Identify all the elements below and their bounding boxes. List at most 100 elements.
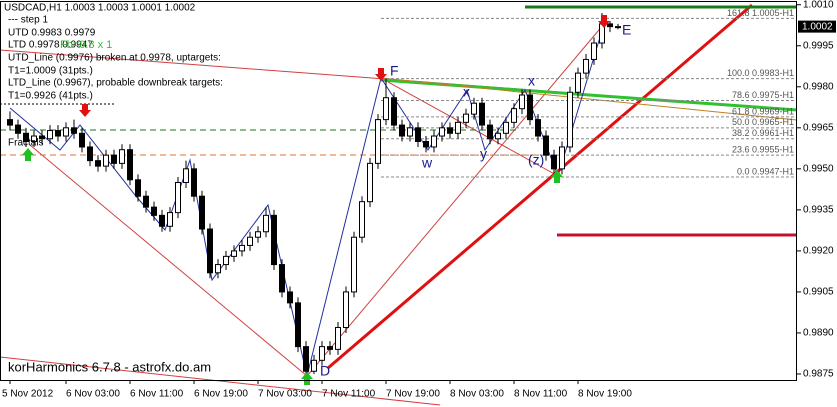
candle-body — [415, 127, 421, 142]
candle-body — [543, 135, 549, 156]
fib-label: 78.6 0.9975-H1 — [732, 90, 794, 100]
pattern-label: F — [390, 63, 399, 79]
candle-body — [583, 58, 589, 74]
candle-body — [399, 124, 405, 137]
candle-body — [55, 130, 61, 137]
candle-body — [551, 154, 557, 170]
candle-body — [239, 244, 245, 252]
candle-body — [31, 135, 37, 142]
candle-body — [471, 102, 477, 115]
x-tick-label: 6 Nov 03:00 — [66, 389, 120, 400]
candle-body — [271, 214, 277, 266]
x-tick-label: 6 Nov 19:00 — [194, 389, 248, 400]
pattern-label: D — [320, 363, 330, 379]
candle-body — [591, 42, 597, 60]
candle-body — [335, 326, 341, 350]
candle-body — [119, 149, 125, 164]
candle-body — [135, 179, 141, 197]
candle-body — [327, 346, 333, 350]
info-line: T1=0.9926 (41pts.) — [8, 91, 93, 102]
footer: korHarmonics 6.7.8 - astrofx.do.am — [8, 359, 211, 374]
overlay-text: Fb=0.8 x 1 — [60, 39, 112, 51]
y-tick-label: 0.9950 — [803, 163, 834, 174]
y-tick-label: 0.9965 — [803, 122, 834, 133]
candle-body — [439, 127, 445, 137]
candle-body — [311, 359, 317, 372]
candle-body — [487, 124, 493, 140]
fib-label: 23.6 0.9955-H1 — [732, 145, 794, 155]
candle-body — [63, 127, 69, 137]
x-tick-label: 8 Nov 11:00 — [514, 389, 568, 400]
last-price-box — [798, 20, 836, 33]
y-tick-label: 1.0010 — [803, 0, 834, 10]
candle-body — [303, 346, 309, 372]
pattern-label: w — [421, 155, 433, 171]
pattern-label: x — [463, 84, 470, 100]
x-tick-label: 8 Nov 03:00 — [450, 389, 504, 400]
candle-body — [359, 201, 365, 238]
x-tick-label: 6 Nov 11:00 — [130, 389, 184, 400]
candle-body — [607, 23, 613, 28]
candle-body — [383, 97, 389, 121]
y-tick-label: 0.9875 — [803, 369, 834, 380]
trend-line — [306, 23, 605, 377]
y-tick-label: 0.9920 — [803, 246, 834, 257]
candle-body — [455, 121, 461, 134]
candle-body — [343, 291, 349, 328]
candle-body — [207, 228, 213, 274]
candle-body — [391, 97, 397, 126]
arrows — [22, 15, 610, 385]
channel-line — [380, 77, 798, 121]
x-tick-label: 8 Nov 19:00 — [578, 389, 632, 400]
plot-border — [0, 1, 797, 381]
candle-body — [447, 127, 453, 134]
texts: USDCAD,H1 1.0003 1.0003 1.0001 1.0002 --… — [4, 3, 631, 379]
pattern-label: (z) — [528, 152, 544, 168]
candle-body — [559, 146, 565, 170]
candle-body — [615, 26, 621, 29]
info-line: UTD 0.9983 0.9979 — [8, 28, 96, 39]
candle-body — [535, 119, 541, 137]
fib-label: 0.0 0.9947-H1 — [737, 166, 794, 176]
y-tick-label: 0.9905 — [803, 287, 834, 298]
candle-body — [479, 102, 485, 126]
pattern-label: E — [622, 22, 631, 38]
candle-body — [7, 119, 13, 126]
candle-body — [231, 250, 237, 257]
candle-body — [319, 346, 325, 361]
up-arrow — [551, 170, 563, 183]
candle-body — [191, 168, 197, 197]
candle-body — [23, 132, 29, 142]
x-tick-label: 5 Nov 2012 — [2, 389, 54, 400]
fib-label: 61.8 0.9969-H1 — [732, 106, 794, 116]
chart-title: USDCAD,H1 1.0003 1.0003 1.0001 1.0002 — [4, 3, 196, 14]
candle-body — [255, 231, 261, 238]
fractals-label: Fractals — [8, 138, 44, 149]
candle-body — [431, 135, 437, 148]
candle-body — [167, 212, 173, 227]
candles — [7, 12, 621, 377]
candle-body — [575, 72, 581, 93]
candle-body — [127, 149, 133, 181]
candle-body — [47, 130, 53, 140]
y-tick-label: 0.9890 — [803, 328, 834, 339]
candle-body — [567, 91, 573, 148]
candle-body — [519, 94, 525, 110]
candle-body — [287, 291, 293, 304]
pattern-label: x — [528, 73, 535, 89]
pattern-label: y — [480, 146, 487, 162]
candle-body — [527, 94, 533, 121]
candle-body — [103, 154, 109, 167]
candle-body — [423, 140, 429, 148]
candle-body — [351, 236, 357, 293]
candle-body — [279, 264, 285, 293]
x-tick-label: 7 Nov 19:00 — [386, 389, 440, 400]
candle-body — [111, 154, 117, 164]
x-tick-label: 7 Nov 11:00 — [322, 389, 376, 400]
down-arrow — [598, 15, 610, 28]
candle-body — [183, 168, 189, 184]
candle-body — [79, 132, 85, 148]
fib-label: 38.2 0.9961-H1 — [732, 128, 794, 138]
candle-body — [87, 146, 93, 162]
